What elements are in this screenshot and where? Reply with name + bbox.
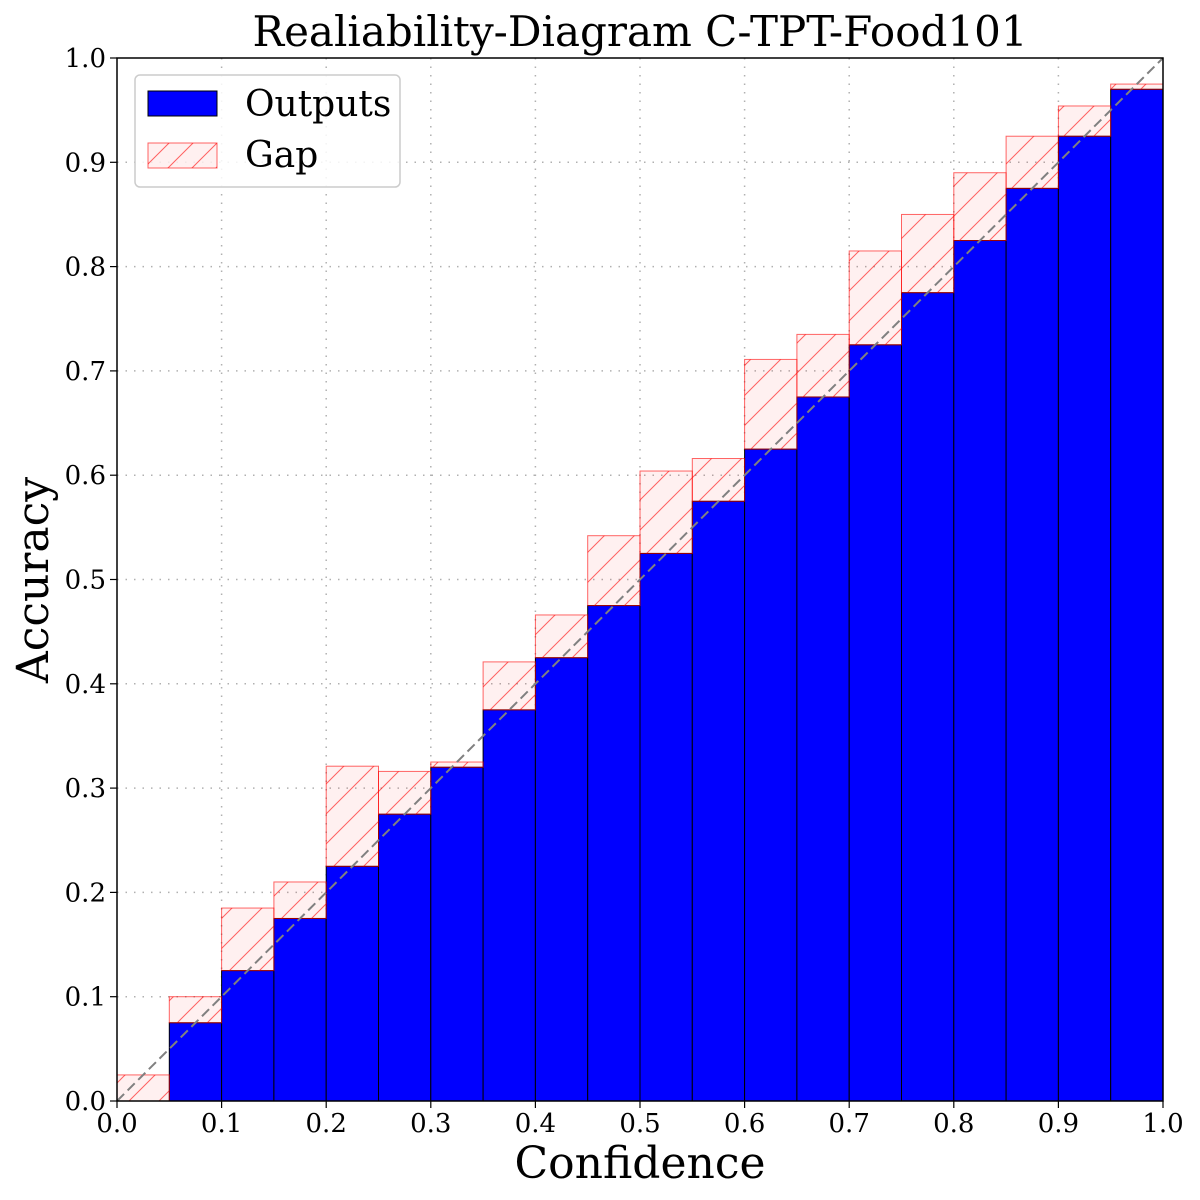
x-tick-label: 0.3 [410,1109,451,1139]
gap-bar [1057,105,1112,137]
outputs-bar [744,448,798,1102]
gap-bar [744,358,798,450]
outputs-bar [430,766,484,1102]
gap-bar [1110,83,1163,90]
legend-label-outputs: Outputs [245,84,391,125]
y-tick-label: 0.1 [65,983,106,1013]
perfect-calibration-line [116,57,1164,1102]
gap-bar [378,770,432,815]
y-tick-label: 0.2 [65,878,106,908]
outputs-bar [378,813,432,1102]
y-tick-label: 0.6 [65,461,106,491]
outputs-bar [848,344,903,1102]
y-tick-label: 0.0 [65,1087,106,1117]
x-tick-label: 0.2 [306,1109,347,1139]
gap-bar [901,213,955,294]
outputs-bar [691,500,746,1102]
y-tick-label: 0.9 [65,148,106,178]
outputs-bar [482,709,536,1102]
gap-bar [1005,135,1059,189]
legend-swatch-gap [147,142,218,169]
legend-swatch-outputs [147,90,218,117]
gap-bar [848,250,903,346]
x-tick-label: 0.5 [619,1109,660,1139]
gap-bar [117,1074,170,1101]
gap-bar [325,765,380,867]
outputs-bar [901,292,955,1102]
outputs-bar [796,396,850,1102]
y-tick-label: 0.8 [65,253,106,283]
x-tick-label: 0.6 [724,1109,765,1139]
gap-bar [221,907,275,972]
y-axis-label: Accuracy [8,477,59,684]
x-tick-label: 0.4 [515,1109,556,1139]
gap-bar [482,661,536,711]
x-tick-label: 0.8 [933,1109,974,1139]
gap-bar [534,614,589,659]
gap-bar [796,333,850,398]
legend: Outputs Gap [134,74,401,188]
outputs-bar [325,865,380,1102]
gap-bar [587,535,641,607]
outputs-bar [273,917,327,1102]
y-tick-label: 0.5 [65,566,106,596]
outputs-bar [1005,187,1059,1102]
outputs-bar [168,1022,223,1102]
x-axis-ticks: 0.0 0.1 0.2 0.3 0.4 0.5 0.6 0.7 0.8 0.9 1.0 [96,1101,1184,1139]
gap-bar [691,458,746,502]
x-tick-label: 0.7 [829,1109,870,1139]
x-tick-label: 0.1 [201,1109,242,1139]
y-tick-label: 1.0 [65,44,106,74]
x-axis-label: Confidence [514,1138,765,1189]
chart-title: Realiability-Diagram C-TPT-Food101 [252,7,1027,56]
y-tick-label: 0.4 [65,670,106,700]
y-tick-label: 0.7 [65,357,106,387]
gap-bars [117,83,1163,1101]
x-tick-label: 0.0 [96,1109,137,1139]
outputs-bar [221,970,275,1102]
outputs-bars [168,88,1164,1102]
gap-bar [430,761,484,768]
outputs-bar [639,552,693,1102]
y-tick-label: 0.3 [65,774,106,804]
outputs-bar [953,240,1007,1102]
gap-bar [273,881,327,919]
outputs-bar [1110,88,1164,1102]
diagonal-line [116,57,1164,1102]
legend-label-gap: Gap [245,135,318,176]
gap-bar [639,470,693,554]
outputs-bar [534,657,589,1102]
y-axis-ticks: 0.0 0.1 0.2 0.3 0.4 0.5 0.6 0.7 0.8 0.9 1.0 [65,44,117,1117]
x-tick-label: 1.0 [1142,1109,1183,1139]
gap-bar [168,996,223,1024]
outputs-bar [1057,135,1112,1102]
outputs-bar [587,605,641,1102]
gap-bar [953,172,1007,242]
x-tick-label: 0.9 [1038,1109,1079,1139]
